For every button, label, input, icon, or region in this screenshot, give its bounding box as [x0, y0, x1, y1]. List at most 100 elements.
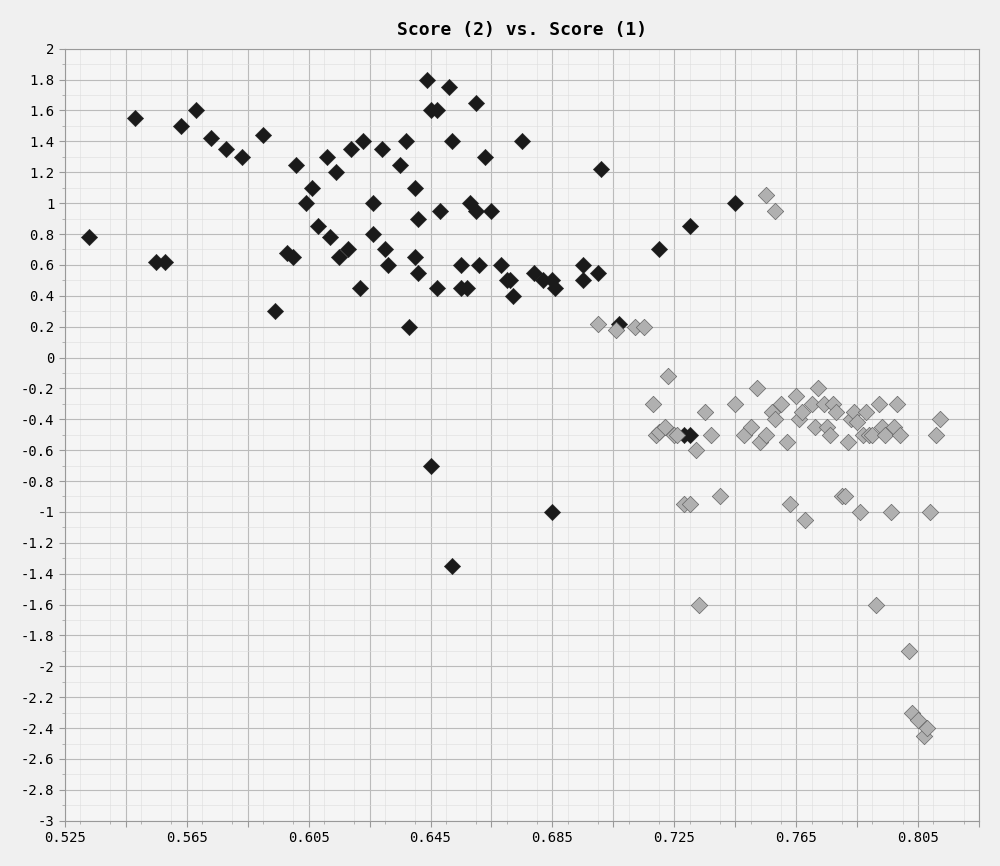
- Point: [666, 428, 682, 442]
- Point: [773, 397, 789, 410]
- Point: [459, 281, 475, 295]
- Point: [651, 424, 667, 438]
- Point: [849, 416, 865, 430]
- Point: [444, 134, 460, 148]
- Point: [779, 436, 795, 449]
- Point: [279, 246, 295, 260]
- Point: [81, 230, 97, 244]
- Point: [355, 134, 371, 148]
- Point: [788, 389, 804, 403]
- Point: [535, 274, 551, 288]
- Point: [669, 428, 685, 442]
- Point: [648, 428, 664, 442]
- Point: [837, 489, 853, 503]
- Point: [697, 404, 713, 418]
- Point: [575, 274, 591, 288]
- Point: [148, 255, 164, 268]
- Point: [682, 428, 698, 442]
- Point: [932, 412, 948, 426]
- Point: [645, 397, 661, 410]
- Point: [441, 81, 457, 94]
- Point: [846, 404, 862, 418]
- Point: [432, 204, 448, 217]
- Point: [288, 158, 304, 171]
- Point: [453, 281, 469, 295]
- Point: [407, 250, 423, 264]
- Point: [157, 255, 173, 268]
- Point: [782, 497, 798, 511]
- Point: [816, 397, 832, 410]
- Point: [423, 459, 439, 473]
- Point: [477, 150, 493, 164]
- Point: [593, 162, 609, 176]
- Point: [410, 211, 426, 225]
- Point: [444, 559, 460, 573]
- Point: [352, 281, 368, 295]
- Point: [736, 428, 752, 442]
- Point: [234, 150, 250, 164]
- Point: [392, 158, 408, 171]
- Point: [493, 258, 509, 272]
- Point: [127, 111, 143, 125]
- Point: [319, 150, 335, 164]
- Point: [843, 412, 859, 426]
- Point: [889, 397, 905, 410]
- Point: [365, 197, 381, 210]
- Point: [764, 404, 780, 418]
- Point: [758, 428, 774, 442]
- Point: [871, 397, 887, 410]
- Point: [660, 369, 676, 383]
- Point: [453, 258, 469, 272]
- Point: [852, 505, 868, 519]
- Point: [919, 721, 935, 735]
- Point: [255, 128, 271, 142]
- Point: [916, 729, 932, 743]
- Point: [676, 497, 692, 511]
- Point: [657, 420, 673, 434]
- Point: [810, 382, 826, 396]
- Point: [499, 274, 515, 288]
- Point: [928, 428, 944, 442]
- Point: [407, 181, 423, 195]
- Point: [377, 242, 393, 256]
- Point: [682, 497, 698, 511]
- Point: [310, 219, 326, 233]
- Point: [727, 197, 743, 210]
- Point: [410, 266, 426, 280]
- Point: [505, 289, 521, 303]
- Point: [858, 404, 874, 418]
- Point: [691, 598, 707, 611]
- Point: [502, 274, 518, 288]
- Point: [514, 134, 530, 148]
- Point: [819, 420, 835, 434]
- Point: [822, 428, 838, 442]
- Point: [365, 227, 381, 241]
- Point: [791, 412, 807, 426]
- Point: [855, 428, 871, 442]
- Point: [627, 320, 643, 333]
- Point: [703, 428, 719, 442]
- Point: [877, 428, 893, 442]
- Point: [651, 242, 667, 256]
- Point: [419, 73, 435, 87]
- Point: [904, 706, 920, 720]
- Point: [825, 397, 841, 410]
- Point: [797, 513, 813, 527]
- Point: [676, 428, 692, 442]
- Point: [874, 420, 890, 434]
- Point: [807, 420, 823, 434]
- Point: [712, 489, 728, 503]
- Point: [203, 132, 219, 145]
- Point: [544, 274, 560, 288]
- Point: [468, 204, 484, 217]
- Point: [526, 266, 542, 280]
- Point: [688, 443, 704, 457]
- Point: [468, 96, 484, 110]
- Point: [864, 428, 880, 442]
- Point: [340, 242, 356, 256]
- Point: [304, 181, 320, 195]
- Point: [483, 204, 499, 217]
- Point: [840, 436, 856, 449]
- Point: [285, 250, 301, 264]
- Point: [298, 197, 314, 210]
